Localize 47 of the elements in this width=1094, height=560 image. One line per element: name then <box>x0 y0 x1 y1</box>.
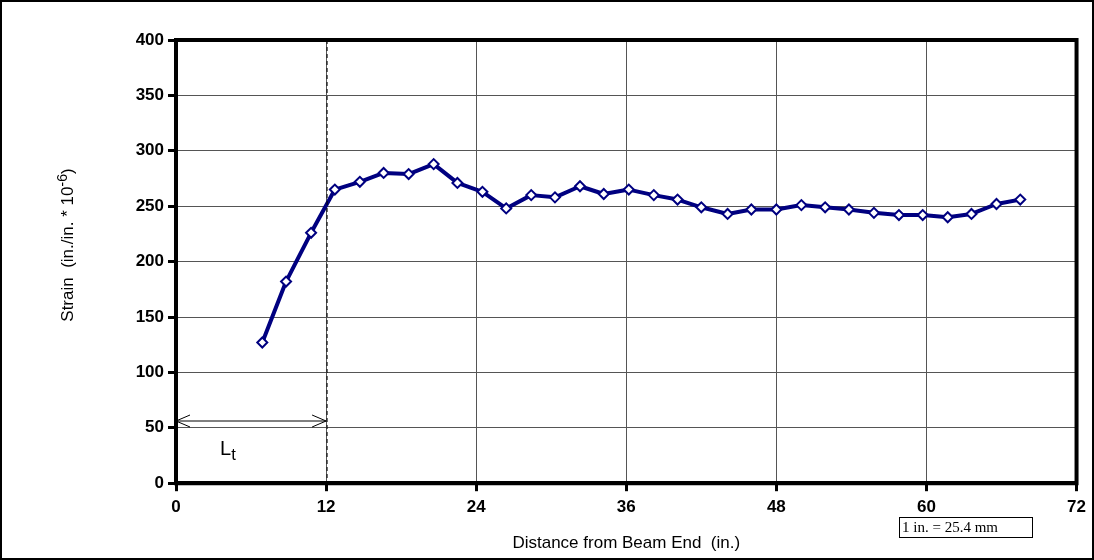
point <box>574 180 586 193</box>
point <box>353 175 366 188</box>
point <box>695 201 708 214</box>
y-tick-label: 300 <box>135 140 164 160</box>
point <box>280 275 293 288</box>
y-tick-label: 50 <box>145 417 164 437</box>
point <box>402 168 415 181</box>
point <box>597 188 610 201</box>
point <box>941 211 954 224</box>
point <box>770 203 783 216</box>
point <box>427 158 440 171</box>
point <box>795 199 808 212</box>
x-tick-label: 24 <box>466 497 487 517</box>
point <box>500 202 513 215</box>
x-tick-label: 60 <box>916 497 936 517</box>
y-tick-label: 350 <box>135 85 164 105</box>
point <box>377 166 390 179</box>
point <box>721 207 734 220</box>
point <box>256 336 269 349</box>
point <box>476 185 489 198</box>
point <box>671 193 684 206</box>
x-tick-label: 48 <box>766 497 786 517</box>
point <box>1014 193 1027 206</box>
point <box>548 191 561 204</box>
point <box>328 183 341 196</box>
point <box>867 206 880 219</box>
point <box>965 207 978 220</box>
point <box>305 226 318 239</box>
y-tick-label: 400 <box>135 29 164 49</box>
text: 1 in. = 25.4 mm <box>899 517 1033 538</box>
point <box>622 183 635 196</box>
x-tick-label: 36 <box>616 497 636 517</box>
x-tick-label: 12 <box>316 497 336 517</box>
point <box>647 189 660 202</box>
y-tick-label: 200 <box>135 251 164 271</box>
point <box>990 197 1003 210</box>
y-tick-label: 0 <box>154 472 164 492</box>
point <box>451 176 464 189</box>
x-axis-title: Distance from Beam End (in.) <box>512 533 741 553</box>
x-tick-label: 0 <box>171 497 181 517</box>
y-tick-label: 100 <box>135 362 164 382</box>
x-tick-label: 72 <box>1067 497 1087 517</box>
point <box>892 209 905 222</box>
y-tick-label: 250 <box>135 195 164 215</box>
annotation: L$_{t}$ <box>220 437 236 466</box>
point <box>525 189 538 202</box>
y-tick-label: 150 <box>135 306 164 326</box>
